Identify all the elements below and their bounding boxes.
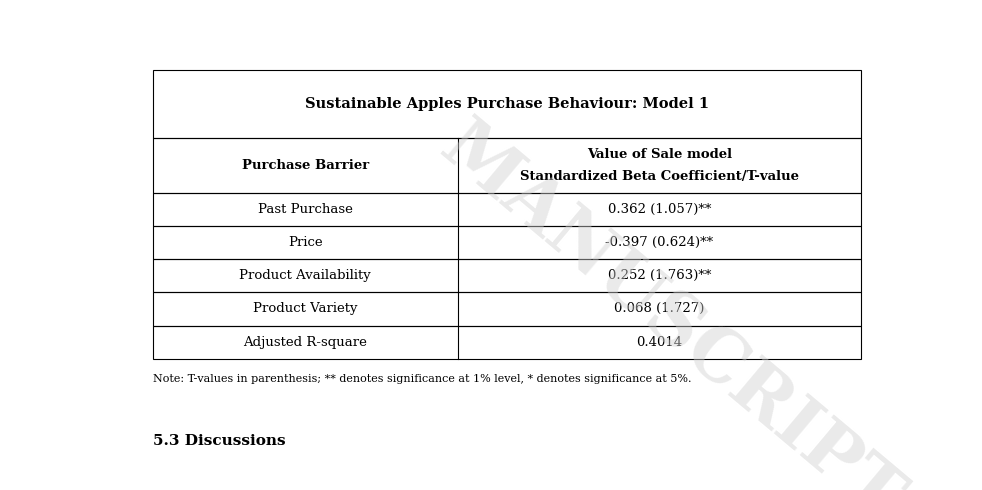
Bar (153, 138, 861, 193)
Text: Adjusted R-square: Adjusted R-square (244, 336, 367, 349)
Text: Price: Price (288, 236, 323, 249)
Text: 0.252 (1.763)**: 0.252 (1.763)** (608, 269, 711, 282)
Text: Product Availability: Product Availability (240, 269, 371, 282)
Bar (153, 193, 861, 226)
Text: 0.362 (1.057)**: 0.362 (1.057)** (608, 203, 711, 216)
Text: Standardized Beta Coefficient/T-value: Standardized Beta Coefficient/T-value (519, 170, 798, 183)
Text: 0.068 (1.727): 0.068 (1.727) (614, 302, 704, 316)
Bar (153, 226, 861, 259)
Text: 0.4014: 0.4014 (636, 336, 682, 349)
Text: Purchase Barrier: Purchase Barrier (242, 159, 369, 172)
Text: Sustainable Apples Purchase Behaviour: Model 1: Sustainable Apples Purchase Behaviour: M… (305, 97, 709, 111)
Text: Note: T-values in parenthesis; ** denotes significance at 1% level, * denotes si: Note: T-values in parenthesis; ** denote… (153, 374, 691, 384)
Text: Value of Sale model: Value of Sale model (586, 147, 732, 161)
Bar (153, 70, 861, 138)
Text: -0.397 (0.624)**: -0.397 (0.624)** (605, 236, 713, 249)
Text: MANUSCRIPT: MANUSCRIPT (427, 110, 914, 490)
Bar (153, 293, 861, 325)
Text: Product Variety: Product Variety (253, 302, 357, 316)
Text: 5.3 Discussions: 5.3 Discussions (153, 434, 286, 448)
Bar (153, 259, 861, 293)
Bar (153, 325, 861, 359)
Text: Past Purchase: Past Purchase (258, 203, 353, 216)
